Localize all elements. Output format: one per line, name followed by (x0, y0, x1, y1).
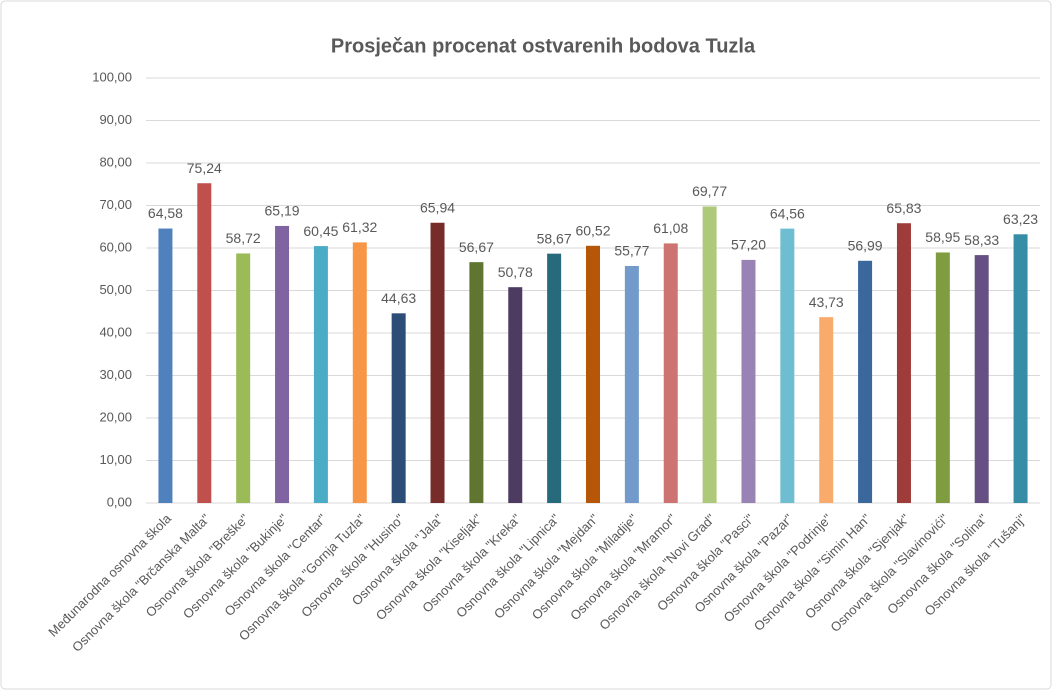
value-label: 55,77 (614, 243, 649, 259)
bar (236, 253, 251, 503)
bar (663, 243, 678, 503)
value-label: 50,78 (498, 264, 533, 280)
bar (391, 313, 406, 503)
bar (586, 245, 600, 504)
y-tick-label: 30,00 (99, 367, 132, 382)
y-tick-label: 60,00 (99, 239, 132, 254)
bar (896, 223, 911, 503)
value-label: 75,24 (187, 160, 222, 176)
bar (469, 262, 484, 503)
y-tick-label: 100,00 (92, 69, 132, 84)
value-label: 64,56 (770, 205, 805, 221)
y-tick-label: 50,00 (99, 282, 132, 297)
y-tick-label: 0,00 (107, 494, 132, 509)
bar (1013, 234, 1028, 503)
y-tick-label: 20,00 (99, 409, 132, 424)
bar (158, 228, 173, 503)
value-label: 63,23 (1003, 211, 1038, 227)
value-label: 56,67 (459, 239, 494, 255)
bar (858, 260, 873, 503)
y-tick-label: 90,00 (99, 112, 132, 127)
value-label: 58,33 (964, 232, 999, 248)
value-label: 65,94 (420, 199, 455, 215)
bar (197, 183, 212, 504)
bar (313, 246, 328, 503)
y-tick-label: 40,00 (99, 324, 132, 339)
bar (508, 287, 523, 503)
value-label: 58,72 (226, 230, 261, 246)
value-label: 61,08 (653, 220, 688, 236)
bar (430, 222, 445, 503)
value-label: 61,32 (342, 219, 377, 235)
value-label: 56,99 (848, 237, 883, 253)
value-label: 60,52 (575, 222, 610, 238)
value-label: 65,19 (265, 203, 300, 219)
value-label: 58,95 (925, 229, 960, 245)
value-label: 43,73 (809, 294, 844, 310)
value-label: 65,83 (886, 200, 921, 216)
bar (974, 255, 989, 503)
bar (624, 265, 639, 503)
bar (935, 252, 950, 503)
y-tick-label: 80,00 (99, 154, 132, 169)
value-label: 44,63 (381, 290, 416, 306)
value-label: 64,58 (148, 205, 183, 221)
value-label: 57,20 (731, 237, 766, 253)
y-tick-label: 70,00 (99, 197, 132, 212)
bar (741, 259, 756, 503)
bar (275, 225, 290, 503)
value-label: 69,77 (692, 183, 727, 199)
bar (547, 253, 562, 503)
bar (780, 228, 795, 503)
value-label: 58,67 (537, 230, 572, 246)
y-tick-label: 10,00 (99, 452, 132, 467)
value-label: 60,45 (303, 223, 338, 239)
bar (702, 206, 717, 504)
chart-title: Prosječan procenat ostvarenih bodova Tuz… (331, 35, 756, 57)
bar (819, 317, 834, 503)
bar (352, 242, 367, 503)
